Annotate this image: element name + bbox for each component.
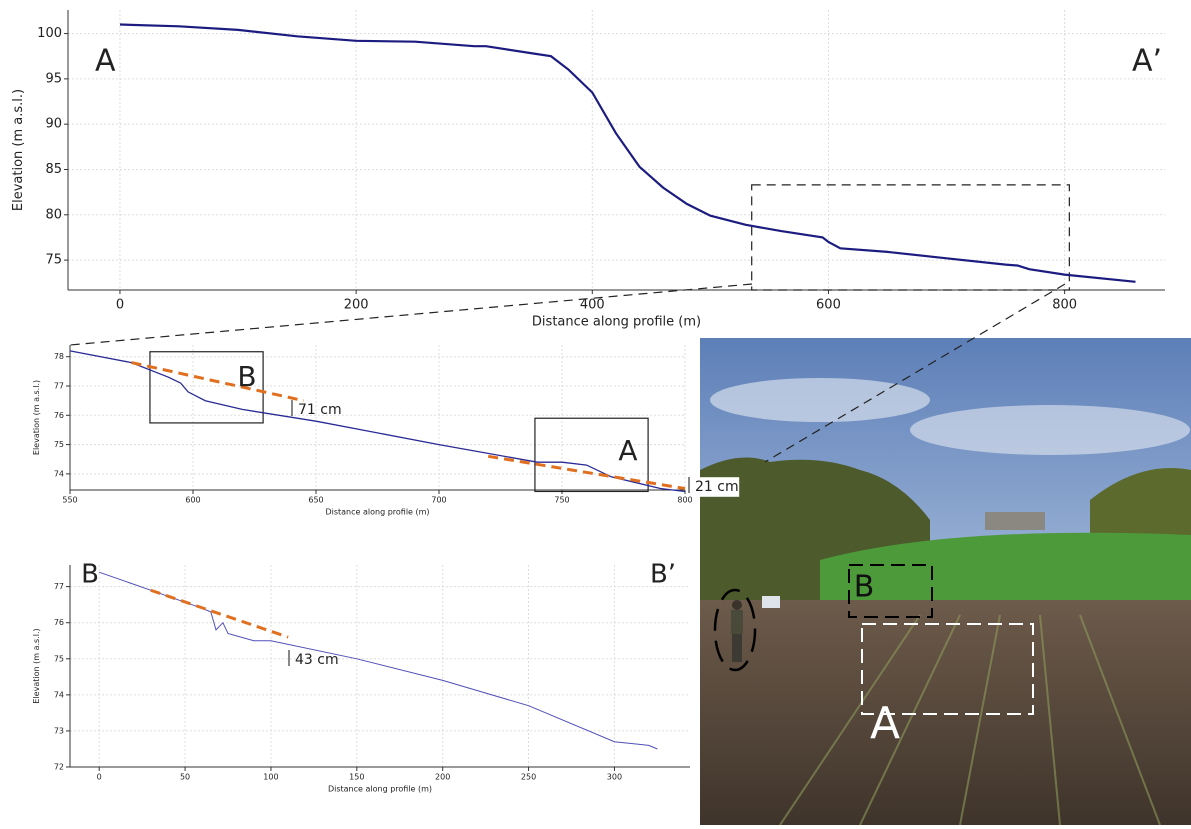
x-axis-label: Distance along profile (m) <box>325 508 429 517</box>
x-tick-label: 200 <box>344 298 369 313</box>
y-tick-label: 76 <box>54 618 64 627</box>
page: 75 80 85 90 95 100 0 200 400 600 800 Distance along… <box>0 0 1191 829</box>
x-tick-label: 600 <box>816 298 841 313</box>
x-tick-label: 0 <box>97 773 102 782</box>
x-tick-label: 150 <box>349 773 364 782</box>
annotation: 43 cm <box>295 652 339 668</box>
annotation: 71 cm <box>298 402 342 418</box>
y-tick-label: 75 <box>54 440 64 449</box>
y-tick-label: 73 <box>54 726 64 735</box>
y-tick-label: 85 <box>45 162 62 177</box>
x-tick-label: 550 <box>62 496 77 505</box>
annotation: B’ <box>650 560 676 590</box>
photo-label: A <box>870 698 900 749</box>
y-tick-label: 95 <box>45 71 62 86</box>
y-tick-label: 72 <box>54 763 64 772</box>
x-tick-label: 100 <box>263 773 278 782</box>
annotation: A <box>618 434 637 467</box>
y-axis-label: Elevation (m a.s.l.) <box>32 380 41 455</box>
x-tick-label: 650 <box>308 496 323 505</box>
annotation: B <box>237 360 256 393</box>
x-tick-label: 250 <box>521 773 536 782</box>
y-tick-label: 78 <box>54 352 64 361</box>
photo-label: B <box>854 570 875 605</box>
x-tick-label: 700 <box>431 496 446 505</box>
photo <box>700 338 1191 825</box>
trend-line <box>132 363 304 401</box>
x-axis-label: Distance along profile (m) <box>328 785 432 794</box>
x-tick-label: 800 <box>1052 298 1077 313</box>
annotation: B <box>81 560 99 590</box>
annotation: A <box>95 44 116 79</box>
x-tick-label: 800 <box>677 496 692 505</box>
annotation: 21 cm <box>695 479 739 495</box>
x-tick-label: 50 <box>180 773 190 782</box>
y-tick-label: 76 <box>54 411 64 420</box>
y-tick-label: 77 <box>54 382 64 391</box>
x-tick-label: 750 <box>554 496 569 505</box>
y-tick-label: 75 <box>54 654 64 663</box>
trend-line <box>488 456 685 488</box>
y-tick-label: 75 <box>45 253 62 268</box>
x-tick-label: 600 <box>185 496 200 505</box>
y-tick-label: 77 <box>54 582 64 591</box>
profile-line <box>99 572 657 749</box>
y-tick-label: 100 <box>37 26 62 41</box>
highlight-region <box>752 185 1070 290</box>
y-tick-label: 74 <box>54 690 64 699</box>
y-tick-label: 90 <box>45 117 62 132</box>
profile-line <box>120 25 1136 282</box>
figure: 75 80 85 90 95 100 0 200 400 600 800 Distance along… <box>0 0 1191 825</box>
y-axis-label: Elevation (m a.s.l.) <box>32 628 41 703</box>
profile-line <box>70 351 685 492</box>
trend-line <box>151 590 288 637</box>
y-tick-label: 80 <box>45 207 62 222</box>
x-tick-label: 200 <box>435 773 450 782</box>
y-axis-label: Elevation (m a.s.l.) <box>11 89 26 211</box>
y-tick-label: 74 <box>54 469 64 478</box>
x-tick-label: 300 <box>607 773 622 782</box>
x-tick-label: 0 <box>116 298 124 313</box>
x-axis-label: Distance along profile (m) <box>532 315 701 330</box>
x-tick-label: 400 <box>580 298 605 313</box>
annotation: A’ <box>1132 44 1162 79</box>
